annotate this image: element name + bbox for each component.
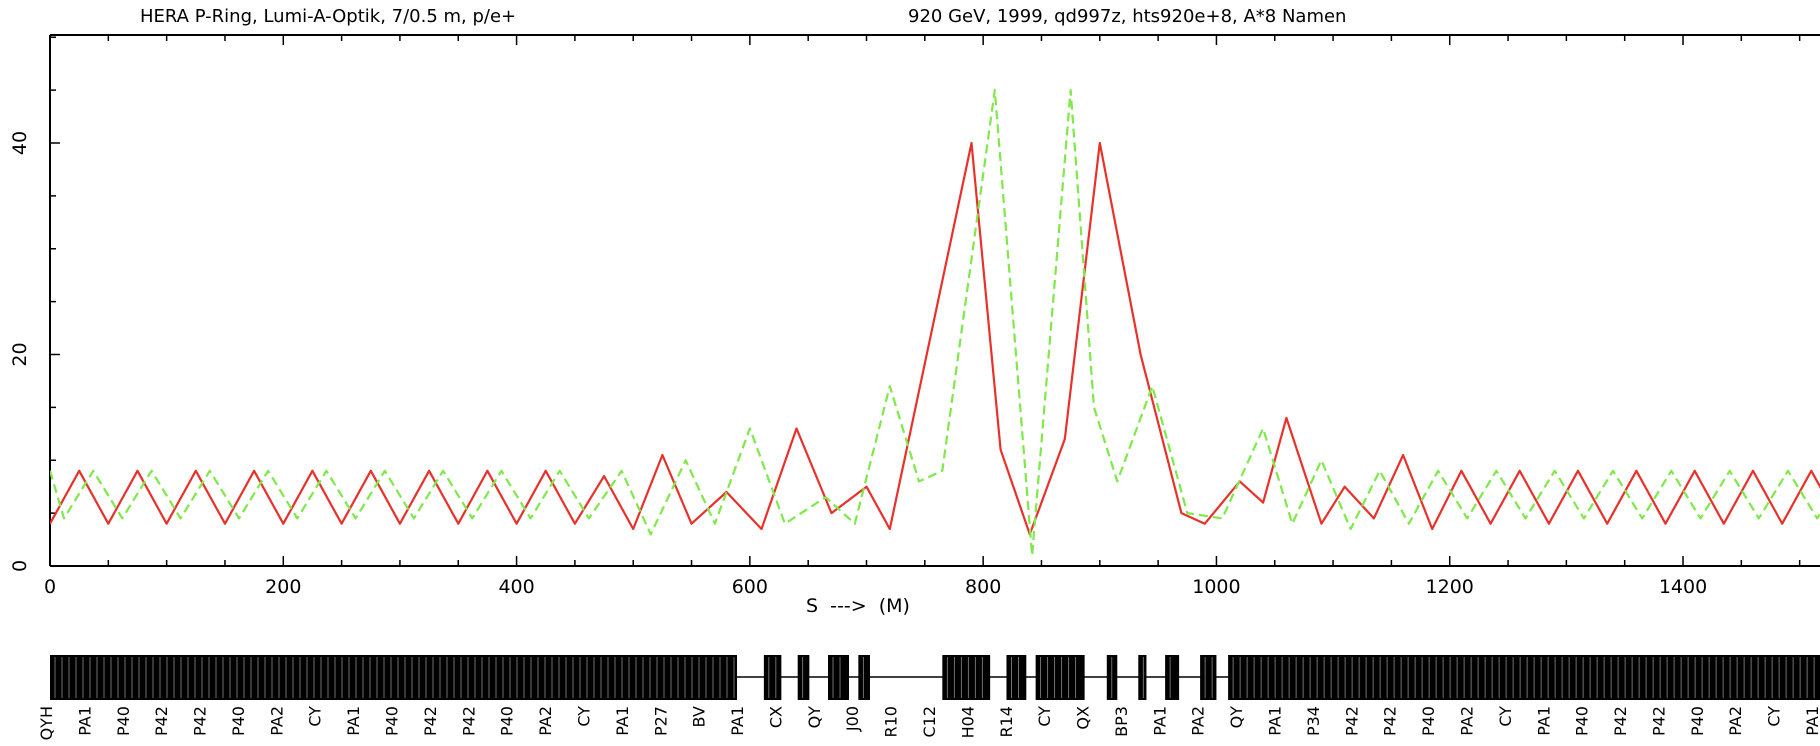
lattice-label: CY bbox=[1765, 706, 1784, 727]
lattice-label: P27 bbox=[651, 706, 670, 736]
lattice-label: R14 bbox=[997, 706, 1016, 737]
magnet-block bbox=[763, 655, 782, 700]
magnet-block bbox=[1200, 655, 1217, 700]
lattice-label: P40 bbox=[1419, 706, 1438, 736]
y-tick-label: 20 bbox=[9, 342, 31, 366]
lattice-label: C12 bbox=[920, 706, 939, 738]
lattice-label: P40 bbox=[498, 706, 517, 736]
lattice-label: P42 bbox=[459, 706, 478, 736]
lattice-label: QYH bbox=[37, 706, 56, 740]
x-tick-label: 800 bbox=[965, 576, 1001, 598]
lattice-label: QX bbox=[1074, 706, 1093, 730]
lattice-label: PA2 bbox=[1726, 706, 1745, 736]
lattice-label: PA2 bbox=[267, 706, 286, 736]
series-line-1 bbox=[50, 141, 1820, 536]
x-tick-label: 600 bbox=[732, 576, 768, 598]
lattice-label: P42 bbox=[191, 706, 210, 736]
lattice-label: PA1 bbox=[728, 706, 747, 736]
tick-marks bbox=[49, 35, 1801, 567]
lattice-label: QY bbox=[805, 706, 824, 729]
lattice-label: CX bbox=[766, 706, 785, 728]
series-line-2 bbox=[50, 88, 1820, 557]
lattice-label: BP3 bbox=[1112, 706, 1131, 737]
y-tick-label: 0 bbox=[9, 560, 31, 572]
magnet-block bbox=[1138, 655, 1147, 700]
lattice-label: PA1 bbox=[75, 706, 94, 736]
lattice-label: PA2 bbox=[536, 706, 555, 736]
magnet-block bbox=[797, 655, 810, 700]
magnet-block bbox=[942, 655, 991, 700]
lattice-label: PA2 bbox=[1189, 706, 1208, 736]
magnet-block bbox=[828, 655, 850, 700]
x-tick-labels: 0 200 400 600 800 1000 1200 1400 bbox=[44, 576, 1707, 598]
magnet-block bbox=[1228, 655, 1820, 700]
lattice-label: P34 bbox=[1304, 706, 1323, 736]
lattice-label: P40 bbox=[383, 706, 402, 736]
lattice-label: P40 bbox=[114, 706, 133, 736]
x-tick-label: 200 bbox=[265, 576, 301, 598]
lattice-label: PA1 bbox=[1266, 706, 1285, 736]
magnet-block bbox=[1006, 655, 1027, 700]
magnet-lattice bbox=[50, 655, 1820, 700]
lattice-label: PA1 bbox=[344, 706, 363, 736]
y-tick-labels: 0 20 40 bbox=[9, 131, 31, 572]
lattice-label: BV bbox=[690, 706, 709, 727]
series-group bbox=[50, 88, 1820, 557]
x-tick-label: 0 bbox=[44, 576, 56, 598]
lattice-label: CY bbox=[1035, 706, 1054, 727]
chart-title-right: 920 GeV, 1999, qd997z, hts920e+8, A*8 Na… bbox=[908, 6, 1347, 27]
lattice-label: J00 bbox=[843, 706, 862, 732]
x-tick-label: 1200 bbox=[1426, 576, 1474, 598]
x-tick-label: 1400 bbox=[1659, 576, 1707, 598]
lattice-label: PA1 bbox=[1150, 706, 1169, 736]
lattice-label: PA1 bbox=[1534, 706, 1553, 736]
lattice-label: PA1 bbox=[613, 706, 632, 736]
lattice-label: CY bbox=[1496, 706, 1515, 727]
lattice-label: P42 bbox=[421, 706, 440, 736]
lattice-label: CY bbox=[574, 706, 593, 727]
lattice-label: H04 bbox=[958, 706, 977, 738]
lattice-labels: QYH PA1 P40 P42 P42 P40 PA2 CY PA1 P40 P42 P42 P40 PA… bbox=[37, 706, 1820, 741]
magnet-block bbox=[50, 655, 738, 700]
lattice-label: P42 bbox=[1381, 706, 1400, 736]
x-tick-label: 1000 bbox=[1192, 576, 1240, 598]
lattice-label: PA2 bbox=[1457, 706, 1476, 736]
magnet-block bbox=[1165, 655, 1180, 700]
lattice-label: P42 bbox=[1611, 706, 1630, 736]
lattice-label: P42 bbox=[1649, 706, 1668, 736]
lattice-label: P40 bbox=[1688, 706, 1707, 736]
magnet-block bbox=[1035, 655, 1085, 700]
lattice-label: P40 bbox=[1573, 706, 1592, 736]
magnet-block bbox=[858, 655, 871, 700]
lattice-label: QY bbox=[1227, 706, 1246, 729]
lattice-label: CY bbox=[306, 706, 325, 727]
y-tick-label: 40 bbox=[9, 131, 31, 155]
lattice-label: PA1 bbox=[1803, 706, 1820, 736]
x-tick-label: 400 bbox=[498, 576, 534, 598]
lattice-label: P40 bbox=[229, 706, 248, 736]
lattice-label: P42 bbox=[152, 706, 171, 736]
lattice-label: P42 bbox=[1342, 706, 1361, 736]
plot-frame bbox=[49, 34, 1820, 567]
lattice-label: R10 bbox=[882, 706, 901, 737]
x-axis-label: S ---> (M) bbox=[806, 595, 910, 617]
chart-title-left: HERA P-Ring, Lumi-A-Optik, 7/0.5 m, p/e+ bbox=[140, 6, 517, 27]
